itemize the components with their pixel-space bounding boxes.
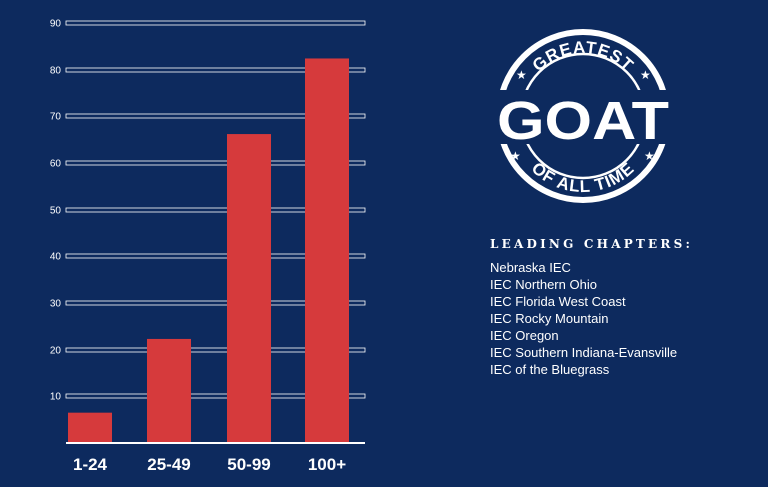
x-tick-label: 1-24 bbox=[73, 455, 108, 474]
bar bbox=[147, 338, 191, 443]
chapter-item: Nebraska IEC bbox=[490, 260, 571, 275]
leading-chapters-panel: LEADING CHAPTERS: Nebraska IEC IEC North… bbox=[490, 237, 693, 378]
star-icon: ★ bbox=[510, 149, 521, 163]
y-tick-label: 80 bbox=[50, 66, 62, 77]
y-tick-label: 50 bbox=[50, 206, 62, 217]
y-tick-label: 10 bbox=[50, 392, 62, 403]
chapters-list: Nebraska IEC IEC Northern Ohio IEC Flori… bbox=[490, 259, 693, 378]
x-tick-label: 50-99 bbox=[227, 455, 270, 474]
x-tick-label: 100+ bbox=[308, 455, 346, 474]
y-tick-label: 40 bbox=[50, 252, 62, 263]
chapter-item: IEC of the Bluegrass bbox=[490, 362, 610, 377]
gridline bbox=[65, 160, 366, 166]
star-icon: ★ bbox=[516, 68, 527, 82]
chapter-item: IEC Florida West Coast bbox=[490, 294, 626, 309]
bar bbox=[305, 58, 349, 443]
y-tick-label: 70 bbox=[50, 112, 62, 123]
chapter-item: IEC Northern Ohio bbox=[490, 277, 597, 292]
badge-main-text: GOAT bbox=[497, 91, 669, 151]
gridline bbox=[65, 393, 366, 399]
y-tick-label: 20 bbox=[50, 346, 62, 357]
bar-chart: 10 20 30 40 50 60 70 80 90 1-24 25-49 50-99 100+ bbox=[50, 19, 366, 474]
star-icon: ★ bbox=[644, 149, 655, 163]
gridline bbox=[65, 20, 366, 26]
gridline bbox=[65, 253, 366, 259]
gridline bbox=[65, 67, 366, 73]
chapter-item: IEC Rocky Mountain bbox=[490, 311, 609, 326]
y-tick-label: 60 bbox=[50, 159, 62, 170]
chapters-heading: LEADING CHAPTERS: bbox=[490, 237, 694, 251]
gridline bbox=[65, 113, 366, 119]
star-icon: ★ bbox=[640, 68, 651, 82]
gridline bbox=[65, 300, 366, 306]
x-tick-label: 25-49 bbox=[147, 455, 190, 474]
bar bbox=[227, 134, 271, 444]
badge-main-band bbox=[494, 90, 672, 144]
goat-badge: GREATEST ★ ★ ★ ★ GOAT OF ALL TIME bbox=[494, 24, 672, 210]
chapter-item: IEC Southern Indiana-Evansville bbox=[490, 345, 678, 360]
bar bbox=[68, 412, 112, 443]
y-tick-label: 90 bbox=[50, 19, 62, 30]
chapter-item: IEC Oregon bbox=[490, 328, 559, 343]
gridline bbox=[65, 207, 366, 213]
gridline bbox=[65, 347, 366, 353]
y-tick-label: 30 bbox=[50, 299, 62, 310]
